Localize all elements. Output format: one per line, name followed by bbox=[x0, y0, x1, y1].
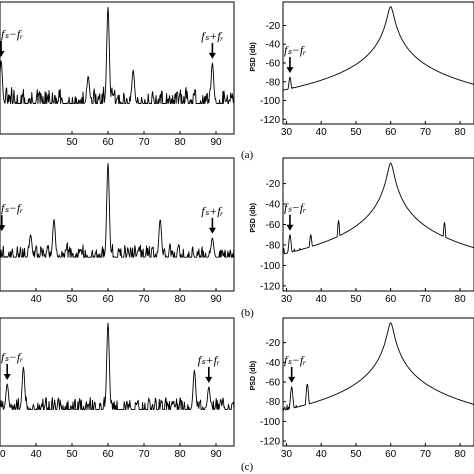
x-tick-label: 80 bbox=[174, 294, 186, 305]
annotation-arrowhead bbox=[0, 50, 5, 57]
plot-frame bbox=[0, 157, 235, 292]
spectrum-trace bbox=[0, 322, 235, 411]
x-tick-label: 60 bbox=[102, 294, 114, 305]
y-tick-label: -100 bbox=[260, 96, 280, 107]
plot-frame bbox=[0, 1, 235, 135]
x-tick-label: 50 bbox=[66, 294, 78, 305]
plot-frame bbox=[282, 1, 474, 125]
annotation-arrowhead bbox=[286, 67, 294, 74]
y-tick-label: -20 bbox=[266, 179, 281, 190]
x-tick-label: 70 bbox=[138, 137, 150, 148]
x-tick-label: 40 bbox=[30, 294, 42, 305]
y-tick-label: -100 bbox=[260, 261, 280, 272]
x-tick-label: 70 bbox=[420, 294, 432, 305]
x-tick-label: 40 bbox=[316, 449, 328, 460]
annotation-label: fₛ−fᵣ bbox=[1, 350, 23, 364]
annotation-arrowhead bbox=[208, 227, 216, 234]
chart-left-a: 50 60 70 80 90 fₛ−fᵣ fₛ+fᵣ bbox=[0, 1, 235, 148]
x-tick-label: 40 bbox=[316, 127, 328, 138]
y-tick-label: -120 bbox=[260, 281, 280, 292]
chart-left-b: 40 50 60 70 80 90 fₛ−fᵣ fₛ+fᵣ bbox=[0, 157, 235, 305]
x-tick-label: 50 bbox=[66, 137, 78, 148]
x-tick-label: 30 bbox=[0, 449, 6, 460]
plot-frame bbox=[0, 317, 235, 447]
y-tick-label: -60 bbox=[266, 220, 281, 231]
x-tick-label: 70 bbox=[138, 294, 150, 305]
x-tick-label: 70 bbox=[420, 449, 432, 460]
annotation-arrowhead bbox=[0, 225, 6, 232]
x-tick-label: 50 bbox=[350, 449, 362, 460]
panel-label-c: (c) bbox=[241, 461, 254, 473]
spectrum-trace bbox=[282, 6, 474, 91]
y-tick-label: -40 bbox=[266, 40, 281, 51]
annotation-label: fₛ+fᵣ bbox=[201, 29, 223, 43]
x-tick-label: 40 bbox=[316, 294, 328, 305]
x-tick-label: 90 bbox=[210, 294, 222, 305]
x-tick-label: 50 bbox=[66, 449, 78, 460]
annotation-label: fₛ+fᵣ bbox=[201, 204, 223, 218]
x-tick-label: 80 bbox=[174, 449, 186, 460]
panel-label-b: (b) bbox=[241, 307, 254, 319]
y-tick-label: -120 bbox=[260, 115, 280, 126]
spectrum-trace bbox=[282, 162, 474, 255]
x-tick-label: 80 bbox=[455, 449, 467, 460]
x-tick-label: 60 bbox=[385, 294, 397, 305]
spectrum-trace bbox=[0, 6, 235, 104]
plot-frame bbox=[282, 317, 474, 447]
y-tick-label: -20 bbox=[266, 21, 281, 32]
y-tick-label: -80 bbox=[266, 77, 281, 88]
annotation-arrowhead bbox=[288, 376, 296, 383]
spectrum-trace bbox=[282, 322, 474, 411]
x-tick-label: 90 bbox=[210, 449, 222, 460]
x-tick-label: 80 bbox=[455, 127, 467, 138]
y-tick-label: -40 bbox=[266, 200, 281, 211]
x-tick-label: 50 bbox=[350, 294, 362, 305]
y-tick-label: -80 bbox=[266, 397, 281, 408]
y-tick-label: -20 bbox=[266, 338, 281, 349]
chart-left-c: 30 40 50 60 70 80 90 fₛ−fᵣ fₛ+fᵣ bbox=[0, 317, 235, 460]
annotation-label: fₛ−fᵣ bbox=[1, 27, 23, 41]
y-axis-label: PSD (db) bbox=[250, 42, 257, 72]
chart-right-a: 30 40 50 60 70 80 -20 -40 -60 -80 -100 -120 PSD (db)… bbox=[250, 1, 474, 138]
spectrum-trace bbox=[0, 162, 235, 258]
x-tick-label: 50 bbox=[350, 127, 362, 138]
x-tick-label: 90 bbox=[210, 137, 222, 148]
y-tick-label: -80 bbox=[266, 240, 281, 251]
y-tick-label: -120 bbox=[260, 437, 280, 448]
x-tick-label: 30 bbox=[281, 449, 293, 460]
annotation-label: fₛ−fᵣ bbox=[284, 43, 306, 57]
x-tick-label: 40 bbox=[30, 449, 42, 460]
x-tick-label: 80 bbox=[174, 137, 186, 148]
x-tick-label: 30 bbox=[281, 127, 293, 138]
chart-right-b: 30 40 50 60 70 80 -20 -40 -60 -80 -100 -120 PSD (db)… bbox=[250, 157, 474, 305]
chart-right-c: 30 40 50 60 70 80 -20 -40 -60 -80 -100 -120 PSD (db)… bbox=[250, 317, 474, 460]
y-tick-label: -40 bbox=[266, 358, 281, 369]
x-tick-label: 60 bbox=[102, 137, 114, 148]
x-tick-label: 70 bbox=[138, 449, 150, 460]
annotation-label: fₛ−fᵣ bbox=[1, 201, 23, 215]
y-tick-label: -100 bbox=[260, 417, 280, 428]
x-tick-label: 30 bbox=[281, 294, 293, 305]
annotation-arrowhead bbox=[286, 224, 294, 231]
annotation-label: fₛ+fᵣ bbox=[198, 353, 220, 367]
panel-label-a: (a) bbox=[241, 149, 254, 161]
y-axis-label: PSD (db) bbox=[250, 361, 257, 391]
annotation-arrowhead bbox=[208, 52, 216, 59]
y-tick-label: -60 bbox=[266, 59, 281, 70]
x-tick-label: 60 bbox=[385, 449, 397, 460]
x-tick-label: 70 bbox=[420, 127, 432, 138]
annotation-label: fₛ−fᵣ bbox=[284, 201, 306, 215]
y-tick-label: -60 bbox=[266, 378, 281, 389]
x-tick-label: 80 bbox=[455, 294, 467, 305]
x-tick-label: 60 bbox=[385, 127, 397, 138]
annotation-arrowhead bbox=[205, 376, 213, 383]
annotation-arrowhead bbox=[3, 373, 11, 380]
x-tick-label: 60 bbox=[102, 449, 114, 460]
annotation-label: fₛ−fᵣ bbox=[284, 353, 306, 367]
y-axis-label: PSD (db) bbox=[250, 203, 257, 233]
